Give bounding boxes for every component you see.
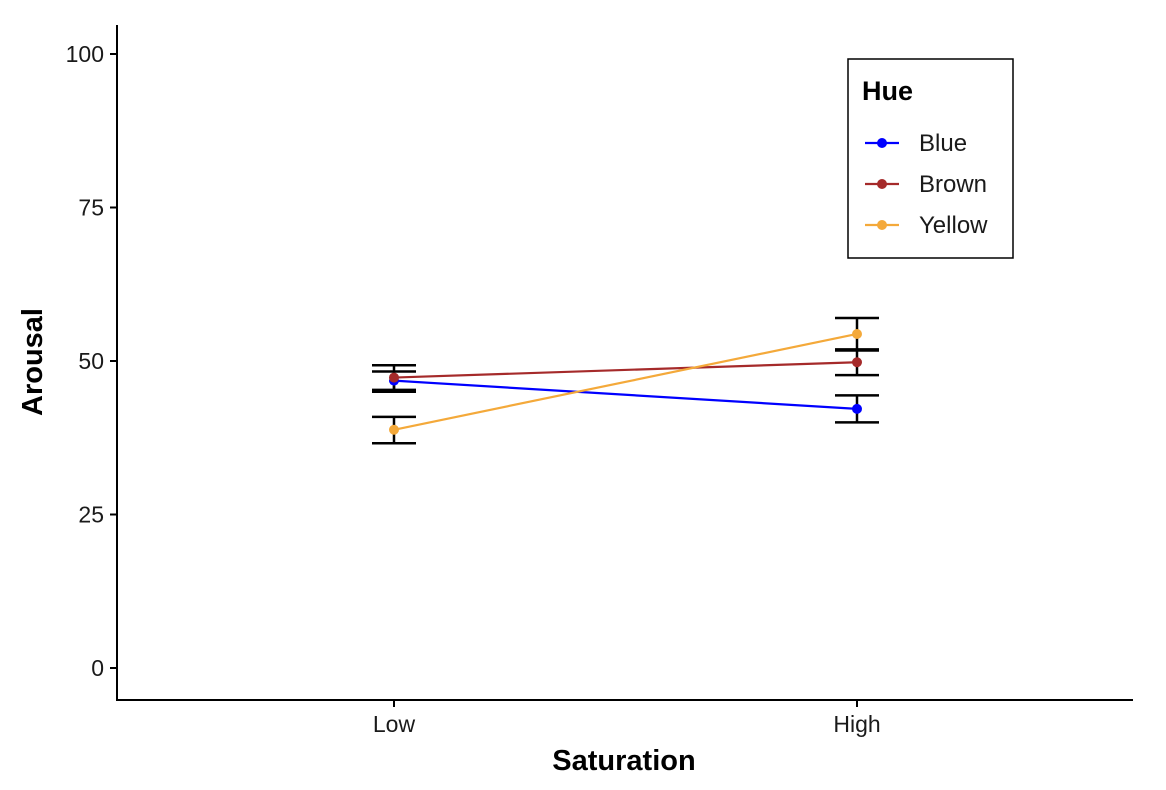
x-axis-title: Saturation <box>552 745 695 777</box>
series-lines <box>393 332 858 431</box>
data-point-yellow <box>389 424 399 435</box>
data-point-brown <box>852 357 862 368</box>
legend-title: Hue <box>862 76 913 106</box>
legend: Hue Blue Brown Yellow <box>847 58 1014 259</box>
y-tick-label: 75 <box>78 195 104 221</box>
legend-key-point <box>877 220 887 230</box>
y-tick-label: 25 <box>78 502 104 528</box>
legend-label: Blue <box>919 130 967 157</box>
data-point-blue <box>852 403 862 414</box>
y-tick-label: 50 <box>78 348 104 374</box>
legend-key-point <box>877 138 887 148</box>
legend-item-brown: Brown <box>865 171 987 198</box>
x-tick-label: Low <box>373 711 416 737</box>
legend-item-blue: Blue <box>865 130 967 157</box>
series-line-blue <box>393 379 858 410</box>
axes <box>116 25 1133 701</box>
x-tick-label: High <box>833 711 880 737</box>
y-tick-label: 100 <box>66 41 104 67</box>
series-line-yellow <box>393 332 858 431</box>
y-tick-label: 0 <box>91 655 104 681</box>
legend-items: Blue Brown Yellow <box>865 130 988 239</box>
data-point-brown <box>389 372 399 383</box>
data-points <box>389 328 862 435</box>
x-ticks: Low High <box>373 700 881 737</box>
error-bars <box>372 316 879 445</box>
series-line-brown <box>393 361 858 379</box>
legend-key-point <box>877 179 887 189</box>
y-axis-title: Arousal <box>17 308 49 416</box>
data-point-yellow <box>852 328 862 339</box>
legend-label: Brown <box>919 171 987 198</box>
legend-label: Yellow <box>919 212 988 239</box>
y-ticks: 0 25 50 75 100 <box>66 41 117 681</box>
legend-item-yellow: Yellow <box>865 212 988 239</box>
